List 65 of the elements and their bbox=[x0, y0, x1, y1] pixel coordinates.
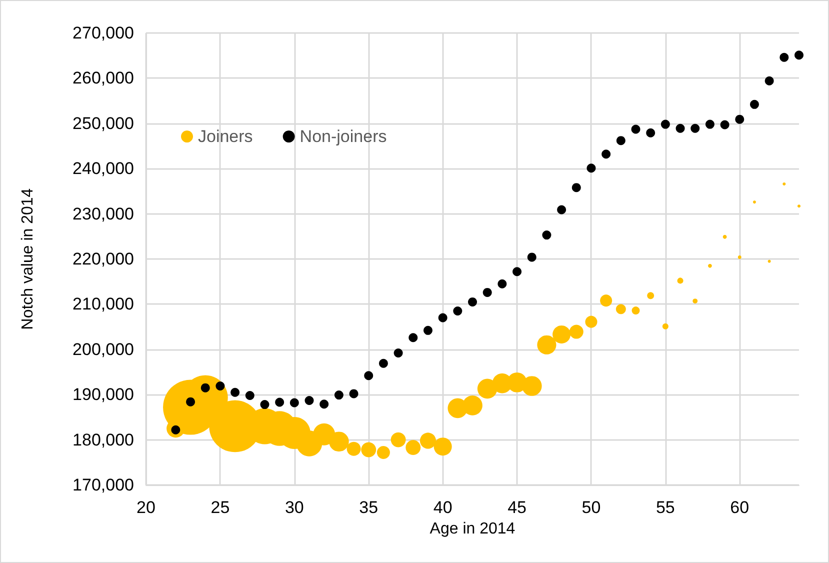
point bbox=[275, 398, 284, 407]
point bbox=[334, 390, 344, 400]
y-axis-title: Notch value in 2014 bbox=[20, 188, 36, 330]
point bbox=[557, 205, 566, 214]
point bbox=[705, 120, 714, 129]
y-tick-label: 170,000 bbox=[72, 476, 134, 494]
point bbox=[780, 52, 789, 62]
x-tick-label: 35 bbox=[359, 498, 378, 517]
point bbox=[468, 297, 477, 306]
point bbox=[320, 400, 329, 409]
y-tick-label: 210,000 bbox=[72, 294, 134, 314]
point bbox=[245, 391, 254, 400]
point bbox=[690, 124, 700, 133]
point bbox=[408, 333, 418, 342]
point bbox=[660, 120, 670, 129]
point bbox=[512, 267, 522, 276]
y-tick-label: 270,000 bbox=[72, 24, 134, 42]
y-tick-label: 200,000 bbox=[72, 340, 134, 359]
x-tick-label: 50 bbox=[582, 498, 601, 517]
point bbox=[602, 150, 611, 159]
point bbox=[616, 136, 626, 146]
legend-label: Joiners bbox=[198, 127, 253, 146]
point bbox=[482, 288, 492, 297]
point bbox=[216, 382, 225, 391]
point bbox=[572, 183, 581, 192]
point bbox=[349, 389, 358, 398]
point bbox=[764, 76, 774, 86]
x-tick-label: 45 bbox=[508, 498, 526, 517]
point bbox=[750, 100, 759, 109]
x-tick-label: 40 bbox=[433, 498, 452, 517]
y-tick-label: 250,000 bbox=[72, 114, 134, 133]
x-tick-label: 55 bbox=[656, 498, 675, 517]
point bbox=[230, 388, 240, 397]
point bbox=[378, 358, 388, 368]
y-tick-label: 230,000 bbox=[72, 204, 134, 224]
y-tick-label: 240,000 bbox=[72, 159, 134, 178]
point bbox=[794, 50, 804, 60]
point bbox=[186, 397, 196, 406]
point bbox=[453, 306, 462, 316]
point bbox=[646, 128, 656, 138]
point bbox=[735, 114, 744, 124]
point bbox=[304, 396, 314, 405]
point bbox=[260, 400, 270, 410]
point bbox=[720, 120, 730, 130]
x-tick-label: 60 bbox=[730, 498, 750, 517]
point bbox=[586, 164, 596, 173]
point bbox=[290, 398, 299, 408]
point bbox=[527, 252, 536, 262]
point bbox=[676, 124, 685, 133]
point bbox=[438, 313, 448, 322]
point bbox=[498, 279, 507, 288]
x-tick-label: 25 bbox=[210, 498, 230, 517]
point bbox=[394, 348, 403, 358]
y-tick-label: 220,000 bbox=[72, 250, 134, 268]
point bbox=[364, 371, 374, 380]
x-axis-title: Age in 2014 bbox=[430, 520, 516, 538]
y-tick-label: 190,000 bbox=[72, 385, 134, 404]
point bbox=[542, 230, 552, 240]
x-tick-label: 20 bbox=[136, 498, 156, 517]
point bbox=[423, 326, 432, 335]
y-tick-label: 260,000 bbox=[72, 68, 134, 88]
y-tick-label: 180,000 bbox=[72, 430, 134, 450]
point bbox=[631, 124, 640, 134]
legend-label: Non-joiners bbox=[300, 127, 387, 146]
x-tick-label: 30 bbox=[284, 498, 304, 517]
